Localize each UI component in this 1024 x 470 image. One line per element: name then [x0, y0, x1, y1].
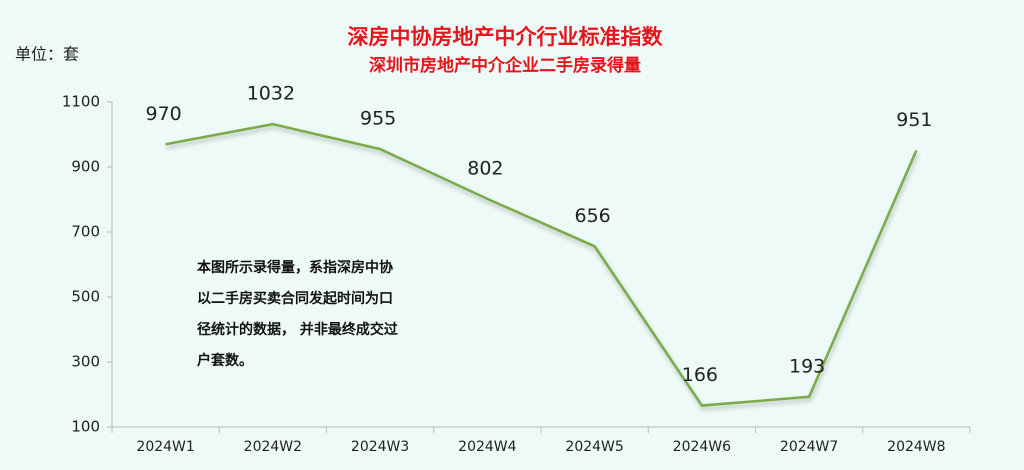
data-label: 802: [467, 157, 503, 179]
y-tick-label: 500: [71, 288, 100, 306]
x-tick-label: 2024W1: [136, 439, 194, 455]
x-tick-label: 2024W2: [244, 439, 302, 455]
x-tick-label: 2024W5: [565, 439, 623, 455]
y-tick-label: 1100: [62, 93, 100, 111]
chart-subtitle: 深圳市房地产中介企业二手房录得量: [369, 55, 641, 76]
y-tick-label: 900: [71, 158, 100, 176]
data-label: 166: [682, 364, 718, 386]
unit-label: 单位：套: [15, 45, 79, 64]
data-label: 951: [896, 109, 932, 131]
annotation-line: 户套数。: [197, 352, 253, 369]
y-tick-label: 100: [71, 418, 100, 436]
annotation-line: 本图所示录得量，系指深房中协: [197, 259, 393, 276]
data-line: [165, 122, 918, 407]
data-label: 193: [789, 355, 825, 377]
y-tick-label: 700: [71, 223, 100, 241]
x-tick-label: 2024W4: [458, 439, 516, 455]
x-tick-label: 2024W6: [673, 439, 731, 455]
y-tick-label: 300: [71, 353, 100, 371]
chart-title: 深房中协房地产中介行业标准指数: [348, 25, 664, 49]
annotation-line: 径统计的数据， 并非最终成交过: [197, 321, 398, 338]
data-label: 970: [145, 103, 181, 125]
data-label: 656: [574, 205, 610, 227]
data-label: 955: [360, 108, 396, 130]
x-tick-label: 2024W3: [351, 439, 409, 455]
annotation-line: 以二手房买卖合同发起时间为口: [197, 290, 393, 307]
data-label: 1032: [247, 83, 295, 105]
x-tick-label: 2024W8: [887, 439, 945, 455]
x-tick-label: 2024W7: [780, 439, 838, 455]
